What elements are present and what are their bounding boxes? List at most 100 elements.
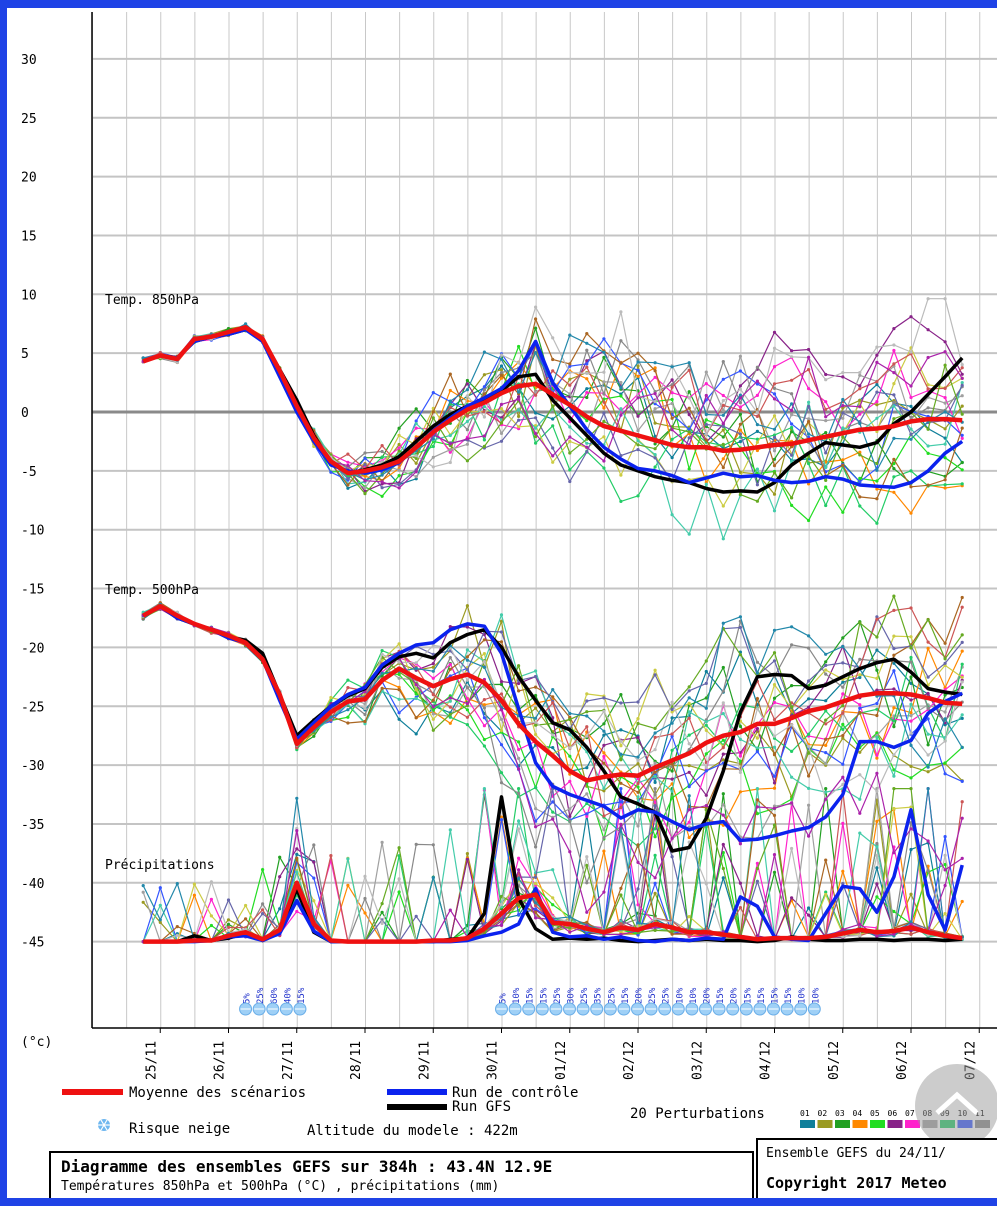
perturbation-11-point [380, 449, 384, 454]
perturbation-12-point [551, 896, 555, 900]
perturbation-14-point [636, 790, 640, 794]
perturbation-9-point [465, 723, 469, 727]
x-date-label: 04/12 [759, 1041, 774, 1080]
perturbation-10-point [585, 812, 589, 816]
perturbation-20-point [943, 883, 947, 888]
perturbation-20-point [499, 923, 504, 928]
perturbation-4-point [841, 458, 845, 462]
perturbation-12-point [926, 383, 930, 387]
perturbation-16-point [721, 746, 725, 750]
perturbation-11-point [431, 843, 435, 847]
perturbation-15-point [960, 383, 964, 387]
perturbation-10-point [875, 701, 879, 706]
perturbation-16-point [892, 608, 896, 613]
perturbation-16-point [602, 400, 606, 404]
perturbation-13-point [687, 532, 691, 536]
perturbation-9-point [602, 466, 606, 470]
perturbation-8-point [704, 370, 708, 374]
perturbation-15-point [738, 432, 743, 436]
perturbation-8-point [653, 407, 657, 411]
perturbation-13-point [858, 797, 862, 801]
perturbation-4-point [721, 457, 725, 461]
perturbation-17-point [721, 866, 725, 871]
perturbation-18-point [772, 734, 777, 738]
perturbation-7-point [875, 753, 879, 757]
perturbation-19-point [585, 714, 589, 718]
perturbation-14-point [636, 351, 640, 355]
perturbation-15-point [670, 707, 674, 712]
perturbation-2-point [141, 900, 145, 904]
perturbation-18-point [841, 782, 845, 787]
perturbation-20-point [738, 396, 743, 400]
perturbation-6-point [636, 414, 640, 418]
perturbation-15-point [261, 912, 265, 916]
perturbation-9-point [824, 503, 828, 508]
perturbation-19-point [807, 432, 811, 436]
snow-risk-pct: 15% [526, 987, 536, 1004]
perturbation-8-point [943, 401, 947, 405]
perturbation-19-point [568, 711, 572, 716]
perturbation-14-point [755, 798, 760, 802]
perturbation-1-point [875, 382, 879, 387]
perturbation-20-point [772, 806, 777, 810]
perturbation-17-point [499, 421, 504, 425]
perturbation-10-point [960, 433, 964, 437]
perturbation-20-point [619, 413, 623, 417]
perturbation-7-point [738, 754, 743, 758]
perturbation-8-point [431, 712, 435, 716]
perturbation-9-point [619, 499, 623, 503]
x-date-label: 29/11 [417, 1041, 432, 1080]
perturbation-12-point [244, 903, 248, 908]
perturbation-20-point [636, 396, 640, 400]
perturbation-11-point [465, 428, 469, 432]
perturbation-15-point [687, 436, 691, 440]
perturbation-11-point [755, 660, 760, 664]
perturbation-10-point [619, 787, 623, 791]
perturbation-13-point [960, 713, 964, 717]
perturbation-4-point [960, 649, 964, 653]
perturbation-11-point [448, 656, 452, 660]
y-tick-label: 10 [21, 288, 37, 303]
snow-risk-pct: 20% [635, 987, 645, 1004]
perturbation-20-point [585, 910, 589, 914]
ensemble-date: Ensemble GEFS du 24/11/ [766, 1146, 947, 1161]
perturbation-10-point [824, 751, 828, 755]
perturbation-17-point [602, 419, 606, 423]
perturbation-14-point [551, 357, 555, 362]
perturbation-4-point [943, 486, 947, 490]
perturbation-14-point [875, 713, 879, 718]
perturbation-7-point [875, 400, 879, 404]
perturbation-20-point [875, 360, 879, 364]
perturbation-19-point [738, 393, 743, 397]
gefs-ensemble-chart: 30 25 20 15 10 5 0 -5 -10 -15 -20 -25 -30 -35 -40 -45 (… [21, 12, 997, 1148]
perturbation-20-point [534, 431, 538, 436]
perturbation-6-point [892, 687, 896, 691]
perturbation-6-point [721, 752, 725, 756]
perturbation-17-point [841, 704, 845, 708]
perturbation-15-point [824, 451, 828, 455]
perturbation-16-point [892, 362, 896, 366]
perturbation-19-point [721, 621, 725, 625]
snow-risk-pct: 10% [689, 987, 699, 1004]
perturbation-5-point [943, 456, 947, 460]
perturbation-6-point [772, 330, 777, 334]
perturbation-7-point [653, 800, 657, 804]
perturbation-9-point [551, 424, 555, 428]
perturbation-7-point [772, 365, 777, 369]
perturbation-16-point [465, 414, 469, 418]
perturbation-9-point [943, 483, 947, 487]
perturbation-19-point [687, 794, 691, 798]
perturbation-13-point [551, 868, 555, 872]
perturbation-18-point [585, 371, 589, 375]
x-date-label: 27/11 [281, 1041, 296, 1080]
perturbation-7-point [704, 382, 708, 386]
scroll-to-top-button[interactable] [915, 1064, 997, 1148]
perturbation-6-point [875, 353, 879, 357]
perturbation-15-point [534, 675, 538, 679]
perturbation-6-point [704, 793, 708, 797]
perturbation-4-point [346, 883, 350, 888]
perturbation-3-point [704, 696, 708, 700]
perturbation-13-point [772, 745, 777, 749]
perturbation-14-point [841, 734, 845, 738]
perturbation-17-point [653, 447, 657, 451]
